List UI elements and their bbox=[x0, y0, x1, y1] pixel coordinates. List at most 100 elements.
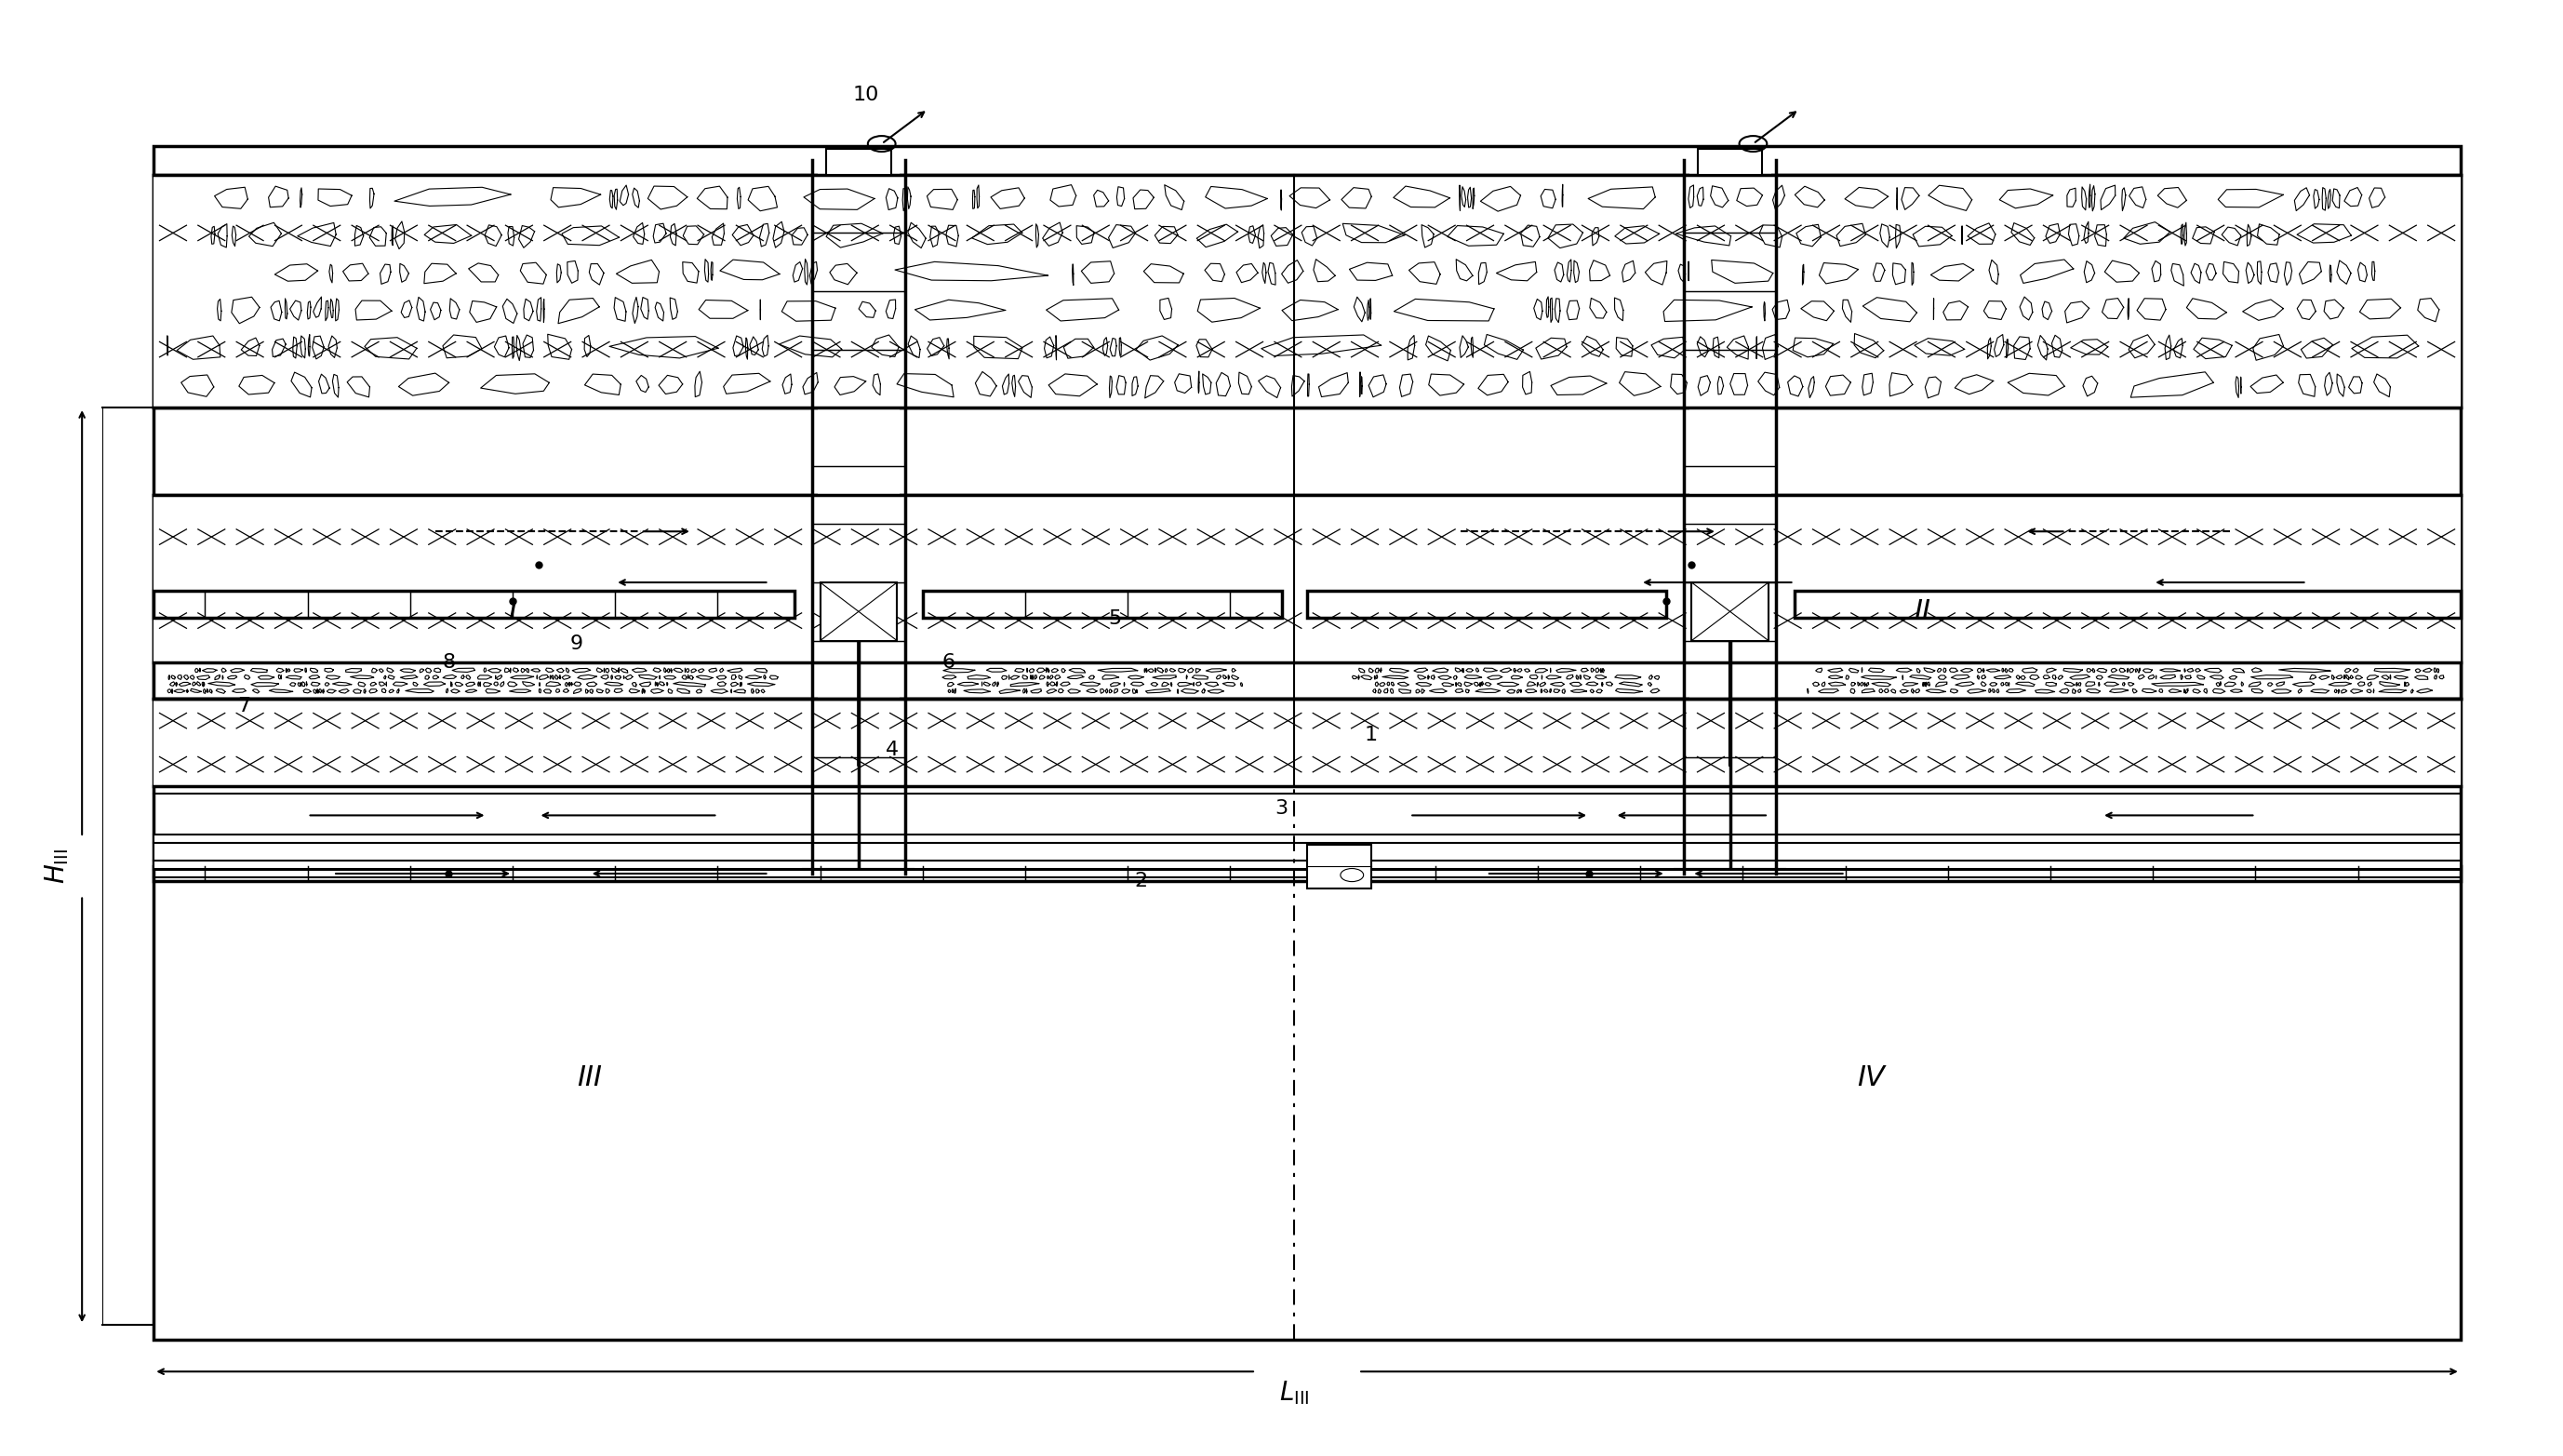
Polygon shape bbox=[505, 668, 510, 673]
Polygon shape bbox=[423, 264, 456, 284]
Polygon shape bbox=[495, 336, 510, 357]
Polygon shape bbox=[1115, 689, 1117, 693]
Polygon shape bbox=[620, 185, 628, 205]
Polygon shape bbox=[1361, 676, 1371, 680]
Polygon shape bbox=[1530, 676, 1538, 678]
Polygon shape bbox=[1422, 224, 1433, 248]
Polygon shape bbox=[1176, 683, 1192, 686]
Polygon shape bbox=[1943, 668, 1945, 673]
Polygon shape bbox=[1758, 226, 1781, 248]
Polygon shape bbox=[928, 189, 959, 210]
Polygon shape bbox=[1758, 373, 1779, 395]
Bar bbox=[154, 834, 2460, 869]
Polygon shape bbox=[1484, 335, 1522, 360]
Polygon shape bbox=[272, 301, 282, 320]
Polygon shape bbox=[354, 689, 361, 693]
Polygon shape bbox=[382, 689, 387, 693]
Polygon shape bbox=[738, 676, 743, 680]
Polygon shape bbox=[1697, 336, 1710, 357]
Polygon shape bbox=[1615, 298, 1622, 320]
Polygon shape bbox=[1002, 374, 1010, 395]
Polygon shape bbox=[1469, 188, 1471, 207]
Polygon shape bbox=[1399, 374, 1412, 396]
Polygon shape bbox=[2035, 690, 2056, 693]
Polygon shape bbox=[190, 676, 195, 680]
Polygon shape bbox=[2045, 683, 2056, 686]
Polygon shape bbox=[1148, 668, 1153, 673]
Polygon shape bbox=[782, 374, 792, 393]
Polygon shape bbox=[1035, 224, 1038, 248]
Polygon shape bbox=[1456, 668, 1461, 671]
Polygon shape bbox=[2345, 674, 2350, 680]
Polygon shape bbox=[2130, 186, 2145, 208]
Polygon shape bbox=[2068, 224, 2079, 246]
Polygon shape bbox=[1512, 676, 1522, 678]
Polygon shape bbox=[718, 681, 725, 686]
Polygon shape bbox=[469, 264, 497, 282]
Polygon shape bbox=[1197, 224, 1238, 248]
Polygon shape bbox=[2104, 261, 2140, 282]
Polygon shape bbox=[2350, 676, 2353, 678]
Text: I: I bbox=[507, 598, 518, 625]
Polygon shape bbox=[1863, 373, 1874, 395]
Polygon shape bbox=[518, 226, 536, 248]
Polygon shape bbox=[664, 676, 677, 680]
Polygon shape bbox=[2143, 668, 2153, 673]
Polygon shape bbox=[2061, 689, 2068, 693]
Polygon shape bbox=[1968, 223, 1997, 245]
Polygon shape bbox=[2073, 689, 2076, 693]
Bar bbox=[154, 591, 795, 617]
Text: 9: 9 bbox=[569, 635, 584, 652]
Polygon shape bbox=[1348, 262, 1392, 281]
Polygon shape bbox=[215, 689, 226, 693]
Polygon shape bbox=[1133, 689, 1135, 693]
Polygon shape bbox=[1076, 226, 1094, 245]
Polygon shape bbox=[738, 188, 741, 208]
Polygon shape bbox=[1051, 185, 1076, 207]
Polygon shape bbox=[392, 681, 408, 686]
Bar bbox=[1307, 591, 1666, 617]
Polygon shape bbox=[1110, 376, 1112, 397]
Polygon shape bbox=[1553, 689, 1561, 693]
Polygon shape bbox=[705, 259, 707, 282]
Polygon shape bbox=[659, 376, 682, 395]
Polygon shape bbox=[477, 676, 492, 678]
Polygon shape bbox=[190, 689, 200, 693]
Polygon shape bbox=[400, 264, 408, 282]
Bar bbox=[1697, 150, 1763, 175]
Polygon shape bbox=[182, 374, 213, 396]
Polygon shape bbox=[1458, 683, 1461, 686]
Polygon shape bbox=[1525, 689, 1535, 693]
Polygon shape bbox=[2327, 189, 2330, 208]
Polygon shape bbox=[2394, 676, 2407, 678]
Polygon shape bbox=[1897, 668, 1912, 671]
Polygon shape bbox=[2084, 221, 2089, 243]
Polygon shape bbox=[313, 690, 315, 693]
Polygon shape bbox=[825, 224, 882, 248]
Polygon shape bbox=[1710, 186, 1727, 207]
Polygon shape bbox=[2053, 335, 2063, 357]
Polygon shape bbox=[2196, 676, 2204, 678]
Polygon shape bbox=[564, 683, 566, 686]
Polygon shape bbox=[1379, 683, 1384, 686]
Polygon shape bbox=[2104, 681, 2117, 686]
Polygon shape bbox=[395, 221, 405, 249]
Polygon shape bbox=[543, 689, 551, 693]
Polygon shape bbox=[605, 689, 610, 693]
Polygon shape bbox=[2127, 683, 2135, 686]
Polygon shape bbox=[466, 676, 469, 680]
Polygon shape bbox=[1902, 683, 1917, 686]
Polygon shape bbox=[2314, 189, 2320, 208]
Polygon shape bbox=[2158, 188, 2186, 208]
Polygon shape bbox=[484, 689, 500, 693]
Polygon shape bbox=[338, 689, 349, 693]
Polygon shape bbox=[1146, 376, 1164, 397]
Polygon shape bbox=[1422, 689, 1425, 693]
Polygon shape bbox=[948, 683, 953, 686]
Polygon shape bbox=[1135, 336, 1179, 360]
Polygon shape bbox=[1128, 676, 1143, 678]
Polygon shape bbox=[420, 668, 423, 673]
Polygon shape bbox=[2299, 689, 2302, 693]
Polygon shape bbox=[2407, 683, 2409, 686]
Polygon shape bbox=[2066, 301, 2089, 323]
